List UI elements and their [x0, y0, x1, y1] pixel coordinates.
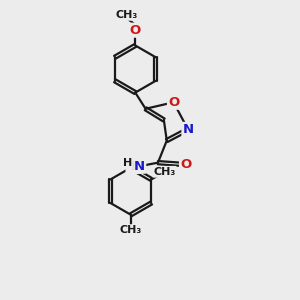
Text: O: O	[180, 158, 191, 171]
Text: CH₃: CH₃	[115, 10, 138, 20]
Text: N: N	[134, 160, 145, 173]
Text: N: N	[182, 123, 194, 136]
Text: H: H	[123, 158, 132, 168]
Text: O: O	[168, 96, 179, 109]
Text: H: H	[129, 160, 140, 173]
Text: CH₃: CH₃	[153, 167, 176, 177]
Text: H: H	[127, 160, 142, 173]
Text: O: O	[130, 24, 141, 37]
Text: CH₃: CH₃	[120, 225, 142, 235]
